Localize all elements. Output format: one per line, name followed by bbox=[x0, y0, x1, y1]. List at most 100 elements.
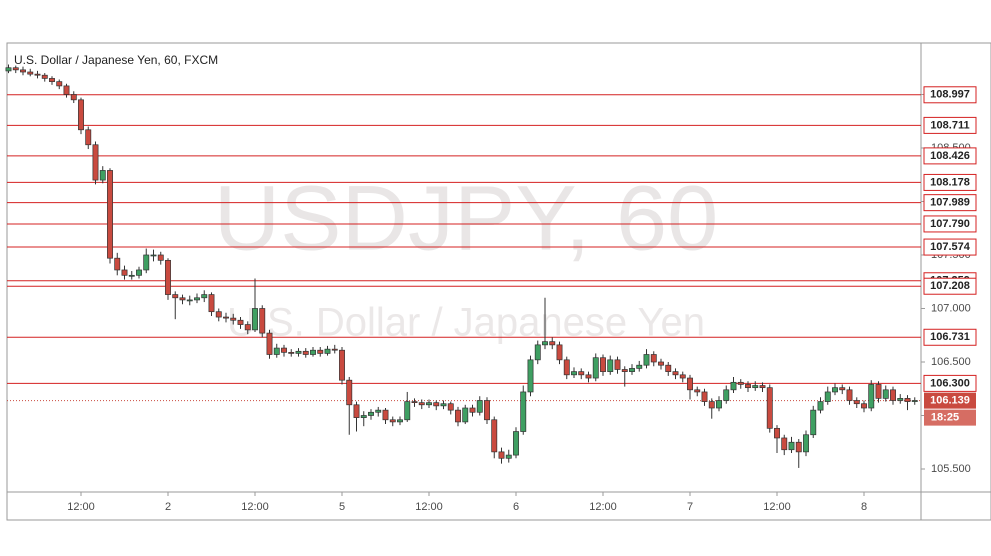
candle-body bbox=[136, 269, 142, 276]
candle-body bbox=[665, 364, 672, 372]
candle-body bbox=[56, 81, 63, 87]
level-label: 107.989 bbox=[930, 197, 970, 209]
candle-body bbox=[360, 415, 367, 418]
last-price-box bbox=[924, 392, 976, 409]
candle-body bbox=[491, 419, 498, 453]
candle-body bbox=[636, 364, 643, 369]
x-tick-label: 12:00 bbox=[763, 501, 791, 513]
candle-body bbox=[897, 398, 904, 401]
candle-body bbox=[34, 73, 41, 76]
candle-body bbox=[824, 391, 831, 402]
candle-body bbox=[803, 434, 809, 453]
level-label-box bbox=[923, 328, 977, 346]
candle-body bbox=[157, 254, 164, 261]
level-label: 108.426 bbox=[930, 150, 970, 162]
candle-body bbox=[476, 400, 483, 413]
candle-body bbox=[600, 357, 606, 372]
x-tick-label: 8 bbox=[861, 501, 867, 513]
candle-body bbox=[404, 401, 411, 421]
candle-body bbox=[708, 401, 715, 409]
candle-body bbox=[788, 441, 795, 451]
candle-body bbox=[266, 332, 273, 355]
level-label-box bbox=[923, 374, 977, 392]
candle-body bbox=[585, 374, 592, 379]
last-price-label: 106.139 bbox=[930, 395, 970, 407]
candle-body bbox=[629, 368, 635, 372]
candle-body bbox=[252, 308, 258, 331]
level-label-box bbox=[923, 173, 977, 191]
chart-title: U.S. Dollar / Japanese Yen, 60, FXCM bbox=[14, 53, 218, 67]
candle-body bbox=[498, 451, 505, 459]
candle-body bbox=[650, 354, 657, 363]
x-tick-label: 12:00 bbox=[67, 501, 95, 513]
candle-body bbox=[186, 299, 193, 302]
candle-body bbox=[99, 170, 106, 181]
level-label-box bbox=[923, 238, 977, 256]
candle-body bbox=[339, 349, 345, 381]
candle-body bbox=[107, 170, 113, 259]
watermark: USDJPY, 60 bbox=[214, 167, 719, 269]
candle-body bbox=[882, 389, 889, 399]
candle-body bbox=[288, 352, 295, 354]
level-label-box bbox=[923, 194, 977, 212]
y-tick-label: 106.500 bbox=[931, 356, 971, 368]
chart-frame bbox=[6, 42, 991, 521]
candle-body bbox=[302, 350, 309, 355]
level-label-box bbox=[923, 147, 977, 165]
candle-body bbox=[571, 371, 577, 376]
candle-body bbox=[868, 384, 875, 409]
candle-body bbox=[542, 341, 548, 346]
candle-body bbox=[817, 401, 824, 411]
y-tick-label: 105.500 bbox=[931, 463, 971, 475]
candle-body bbox=[911, 400, 918, 402]
candle-body bbox=[114, 257, 121, 271]
candle-body bbox=[614, 359, 621, 370]
level-label: 108.178 bbox=[930, 176, 970, 188]
candle-body bbox=[701, 391, 708, 402]
candle-body bbox=[462, 407, 469, 423]
candle-body bbox=[389, 419, 396, 423]
candle-body bbox=[469, 407, 476, 413]
candle-body bbox=[832, 387, 838, 393]
candle-body bbox=[63, 85, 70, 95]
candle-body bbox=[201, 294, 208, 299]
candle-body bbox=[411, 401, 418, 403]
candle-body bbox=[527, 359, 534, 393]
candle-body bbox=[382, 409, 389, 421]
candle-body bbox=[353, 404, 360, 418]
x-tick-label: 12:00 bbox=[241, 501, 269, 513]
candle-body bbox=[346, 379, 353, 406]
candle-body bbox=[607, 359, 614, 372]
candle-body bbox=[5, 67, 12, 72]
candle-body bbox=[295, 350, 302, 354]
candle-body bbox=[781, 437, 788, 451]
candle-body bbox=[774, 427, 780, 439]
axis-layer: 105.500106.000106.500107.000107.500108.0… bbox=[67, 86, 977, 513]
candle-body bbox=[556, 344, 563, 361]
candle-body bbox=[723, 389, 730, 401]
candle-body bbox=[563, 359, 570, 376]
countdown-label: 18:25 bbox=[931, 412, 959, 424]
level-label: 107.574 bbox=[930, 241, 971, 253]
candle-body bbox=[716, 400, 722, 409]
candle-body bbox=[244, 324, 251, 331]
level-label-box bbox=[923, 277, 977, 295]
candle-body bbox=[426, 402, 432, 406]
candle-body bbox=[447, 403, 454, 411]
candle-body bbox=[890, 389, 896, 401]
level-label: 106.300 bbox=[930, 377, 970, 389]
candle-body bbox=[194, 297, 200, 301]
candle-body bbox=[687, 377, 693, 391]
candle-body bbox=[317, 349, 324, 354]
candle-body bbox=[904, 398, 911, 402]
candle-body bbox=[92, 144, 99, 181]
countdown-box bbox=[924, 409, 976, 426]
candle-body bbox=[658, 361, 664, 366]
candle-body bbox=[85, 129, 92, 146]
level-label-box bbox=[923, 215, 977, 233]
grid-layer bbox=[7, 94, 921, 402]
level-label-box bbox=[923, 116, 977, 134]
candle-body bbox=[128, 274, 135, 277]
candle-body bbox=[455, 409, 461, 423]
